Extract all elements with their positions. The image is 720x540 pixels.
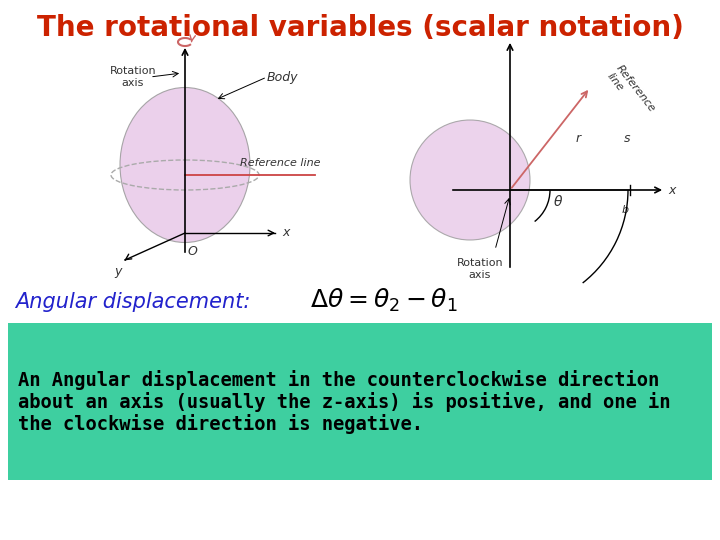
FancyBboxPatch shape [8,323,712,480]
Ellipse shape [410,120,530,240]
Text: the clockwise direction is negative.: the clockwise direction is negative. [18,414,423,434]
Text: Rotation
axis: Rotation axis [109,66,156,88]
Ellipse shape [120,87,250,242]
Text: x: x [668,184,675,197]
Text: Angular displacement:: Angular displacement: [15,292,251,312]
Text: $\Delta\theta=\theta_2-\theta_1$: $\Delta\theta=\theta_2-\theta_1$ [310,286,458,314]
Text: Rotation
axis: Rotation axis [456,258,503,280]
Text: $\theta$: $\theta$ [553,194,563,210]
Text: y: y [114,265,122,278]
Text: The rotational variables (scalar notation): The rotational variables (scalar notatio… [37,14,683,42]
Text: about an axis (usually the z-axis) is positive, and one in: about an axis (usually the z-axis) is po… [18,392,670,411]
Text: x: x [282,226,289,240]
Text: Reference line: Reference line [240,158,320,168]
Text: b: b [621,205,629,215]
Text: s: s [624,132,631,145]
Text: O: O [188,245,198,258]
Text: Body: Body [267,71,299,84]
Text: An Angular displacement in the counterclockwise direction: An Angular displacement in the countercl… [18,369,660,389]
Text: Reference
line: Reference line [605,64,657,122]
Text: r: r [575,132,580,145]
